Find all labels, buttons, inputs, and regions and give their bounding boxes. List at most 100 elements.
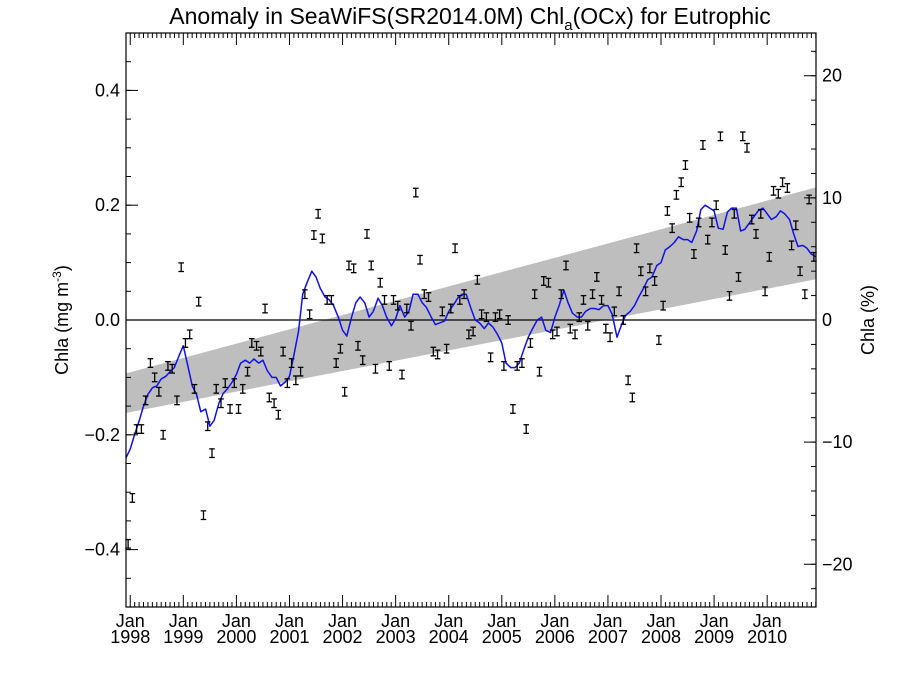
data-point [133, 424, 140, 435]
data-point [377, 277, 384, 288]
data-point [284, 378, 291, 389]
data-point [616, 286, 622, 297]
data-point [297, 366, 304, 377]
data-point [642, 286, 649, 297]
data-point [726, 290, 733, 301]
x-tick-label-year: 1999 [163, 627, 203, 647]
data-point [753, 228, 759, 239]
data-point [669, 223, 675, 234]
data-point [656, 335, 662, 346]
data-point [421, 289, 428, 300]
data-point [248, 338, 255, 348]
data-markers-layer [125, 131, 817, 549]
data-point [510, 404, 516, 414]
data-point [784, 183, 791, 193]
data-point [341, 386, 348, 397]
data-point [209, 448, 215, 459]
data-point [466, 329, 472, 340]
data-point [638, 266, 644, 277]
data-point [739, 131, 746, 142]
data-point [633, 243, 640, 254]
x-tick-label-year: 2000 [216, 627, 256, 647]
data-point [204, 421, 211, 432]
data-point [275, 409, 282, 420]
data-point [744, 142, 750, 153]
data-point [686, 212, 693, 223]
data-point [328, 294, 335, 305]
left-y-tick-label: 0.2 [95, 195, 120, 215]
left-y-axis-label: Chla (mg m-3) [50, 265, 72, 375]
data-point [280, 346, 286, 357]
data-point [501, 360, 507, 371]
data-point [293, 375, 299, 386]
data-point [593, 271, 600, 282]
data-point [200, 510, 207, 521]
data-point [673, 189, 680, 200]
data-point [271, 398, 277, 409]
data-point [337, 343, 344, 354]
right-y-axis-ticks: 20 10 0 −10 −20 [804, 50, 853, 590]
x-tick-label-year: 2005 [482, 627, 522, 647]
data-point [311, 230, 317, 241]
data-point [545, 277, 552, 288]
data-point [129, 492, 136, 503]
x-tick-label-month: Jan [169, 611, 198, 631]
data-point [629, 392, 636, 403]
data-point [775, 188, 782, 199]
data-point [647, 263, 653, 274]
trend-band-layer [126, 187, 816, 413]
data-point [695, 217, 702, 228]
data-point [142, 395, 149, 406]
x-tick-label-year: 2007 [588, 627, 628, 647]
left-y-axis-label-main: Chla (mg m [52, 282, 72, 375]
data-point [549, 329, 556, 340]
data-point [319, 233, 326, 244]
x-tick-label-month: Jan [540, 611, 569, 631]
data-point [457, 294, 463, 305]
data-point [514, 360, 520, 371]
data-point [620, 315, 627, 325]
x-axis-ticks: Jan1998Jan1999Jan2000Jan2001Jan2002Jan20… [110, 33, 817, 647]
data-point [169, 363, 175, 374]
data-point [147, 358, 154, 369]
data-point [306, 309, 313, 320]
data-point [572, 329, 578, 340]
data-point [496, 309, 503, 320]
x-tick-label-month: Jan [328, 611, 357, 631]
data-point [660, 300, 666, 311]
data-point [802, 289, 808, 300]
x-tick-label-year: 2004 [429, 627, 469, 647]
data-point [505, 315, 511, 325]
data-point [470, 326, 476, 337]
x-tick-label-year: 2001 [269, 627, 309, 647]
x-tick-label-year: 2002 [323, 627, 363, 647]
data-point [381, 294, 388, 305]
x-tick-label-year: 2008 [641, 627, 681, 647]
data-point [355, 340, 361, 351]
data-point [350, 263, 357, 274]
data-point [527, 338, 534, 348]
data-point [235, 404, 242, 414]
chart-title-tail: (OCx) for Eutrophic [573, 3, 771, 29]
x-tick-label-month: Jan [222, 611, 251, 631]
x-tick-label-month: Jan [434, 611, 463, 631]
x-tick-label-month: Jan [116, 611, 145, 631]
left-y-tick-label: −0.4 [84, 540, 120, 560]
data-point [253, 340, 260, 351]
right-y-tick-label: 20 [822, 66, 842, 86]
x-tick-label-month: Jan [593, 611, 622, 631]
data-point [584, 320, 591, 331]
data-point [403, 303, 410, 314]
data-point [359, 355, 366, 366]
data-point [178, 262, 184, 273]
data-point [452, 243, 458, 254]
data-point [625, 375, 631, 386]
data-point [399, 369, 405, 380]
data-point [231, 378, 238, 389]
data-point [536, 366, 543, 377]
data-point [664, 205, 671, 216]
x-tick-label-month: Jan [646, 611, 675, 631]
data-point [540, 276, 547, 286]
data-point [258, 346, 264, 357]
x-tick-label-year: 2009 [694, 627, 734, 647]
